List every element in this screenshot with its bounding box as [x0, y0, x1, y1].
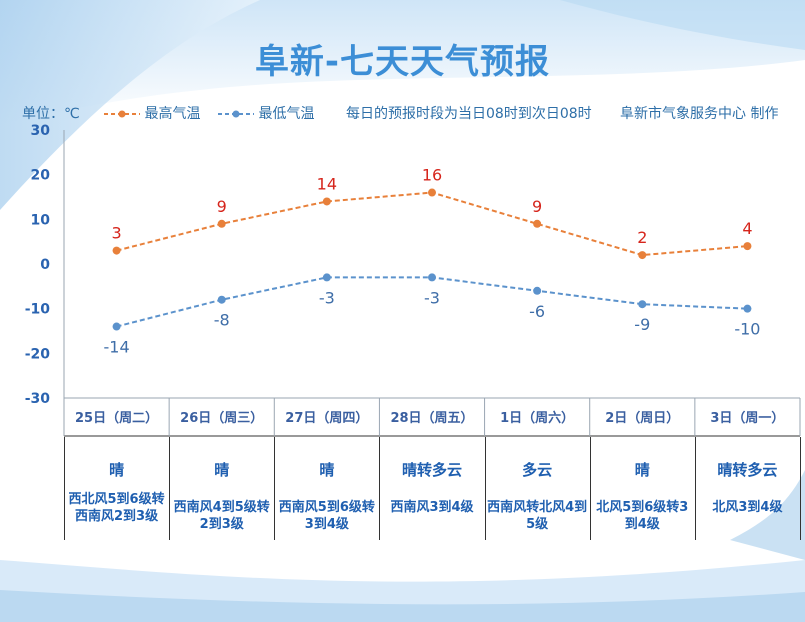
weather-cell: 晴北风5到6级转3到4级 — [590, 437, 695, 540]
high-temp-label: 2 — [637, 228, 647, 247]
weather-cell: 晴西南风5到6级转3到4级 — [274, 437, 379, 540]
forecast-period-note: 每日的预报时段为当日08时到次日08时 — [346, 106, 592, 122]
table-column-divider — [169, 437, 171, 540]
x-tick-label: 2日（周日） — [605, 410, 679, 426]
weather-cell: 晴西北风5到6级转西南风2到3级 — [64, 437, 169, 540]
legend-low-label: 最低气温 — [258, 106, 315, 122]
table-column-divider — [379, 437, 381, 540]
low-temp-label: -3 — [319, 288, 335, 307]
high-temp-label: 4 — [742, 219, 752, 238]
high-temp-label: 14 — [317, 174, 337, 193]
y-tick-label: 30 — [31, 123, 51, 139]
low-temp-point — [112, 322, 121, 331]
page-title: 阜新-七天天气预报 — [254, 42, 551, 82]
low-temp-label: -10 — [734, 320, 760, 339]
y-tick-label: 0 — [40, 257, 50, 273]
weather-condition: 晴 — [634, 461, 650, 479]
wind-forecast: 西南风4到5级转2到3级 — [173, 500, 270, 532]
legend-high-marker — [104, 110, 140, 118]
legend-low-marker — [218, 110, 254, 118]
legend-high: 最高气温 — [104, 103, 200, 123]
weather-cell: 晴转多云北风3到4级 — [695, 437, 800, 540]
wind-forecast: 西南风5到6级转3到4级 — [278, 500, 375, 532]
weather-condition: 晴 — [319, 461, 335, 479]
low-temp-point — [743, 304, 752, 313]
low-temp-label: -9 — [634, 315, 650, 334]
low-temp-point — [533, 286, 542, 295]
x-tick-label: 28日（周五） — [390, 410, 473, 426]
high-temp-point — [217, 219, 226, 228]
y-tick-label: -30 — [25, 391, 51, 407]
low-temp-point — [638, 300, 647, 309]
weather-condition: 晴 — [109, 461, 125, 479]
low-temp-label: -6 — [529, 302, 545, 321]
table-column-divider — [64, 437, 65, 540]
y-tick-label: 20 — [31, 168, 51, 184]
weather-condition: 晴转多云 — [717, 461, 778, 479]
table-column-divider — [274, 437, 276, 540]
low-temp-point — [217, 295, 226, 304]
wind-forecast: 北风3到4级 — [712, 500, 783, 515]
high-temp-point — [322, 197, 331, 206]
legend-low: 最低气温 — [218, 103, 314, 123]
high-temp-point — [112, 246, 121, 255]
low-temp-label: -8 — [214, 311, 230, 330]
x-tick-label: 3日（周一） — [710, 410, 784, 426]
wind-forecast: 西北风5到6级转西南风2到3级 — [68, 492, 165, 524]
high-temp-label: 3 — [111, 224, 121, 243]
low-temp-label: -14 — [104, 338, 130, 357]
low-temp-point — [322, 273, 331, 282]
table-column-divider — [694, 437, 696, 540]
high-temp-point — [533, 219, 542, 228]
high-temp-point — [743, 242, 752, 251]
high-temp-line — [116, 191, 748, 257]
x-tick-label: 1日（周六） — [500, 410, 574, 426]
y-tick-label: -10 — [25, 302, 51, 318]
legend-high-label: 最高气温 — [144, 106, 201, 122]
table-column-divider — [800, 437, 801, 540]
wind-forecast: 西南风转北风4到5级 — [487, 500, 588, 532]
source-credit: 阜新市气象服务中心 制作 — [620, 106, 779, 122]
wind-forecast: 西南风3到4级 — [390, 500, 474, 515]
weather-condition: 晴 — [214, 461, 230, 479]
low-temp-label: -3 — [424, 288, 440, 307]
weather-condition: 晴转多云 — [401, 461, 462, 479]
wind-forecast: 北风5到6级转3到4级 — [596, 500, 689, 532]
low-temp-point — [428, 273, 436, 282]
legend: 单位：℃ 最高气温 最低气温 每日的预报时段为当日08时到次日08时 阜新市气象… — [0, 100, 805, 124]
high-temp-label: 9 — [217, 197, 227, 216]
y-tick-label: 10 — [31, 212, 51, 228]
table-column-divider — [589, 437, 591, 540]
high-temp-label: 16 — [422, 166, 442, 185]
high-temp-point — [428, 188, 436, 197]
weather-cell: 晴转多云西南风3到4级 — [379, 437, 484, 540]
weather-cell: 多云西南风转北风4到5级 — [485, 437, 590, 540]
table-column-divider — [484, 437, 486, 540]
high-temp-label: 9 — [532, 197, 542, 216]
x-tick-label: 25日（周二） — [75, 410, 158, 426]
weather-condition: 多云 — [522, 461, 553, 479]
high-temp-point — [638, 251, 647, 260]
y-tick-label: -20 — [25, 346, 51, 362]
x-tick-label: 27日（周四） — [285, 410, 368, 426]
x-tick-label: 26日（周三） — [180, 410, 263, 426]
weather-cell: 晴西南风4到5级转2到3级 — [169, 437, 274, 540]
unit-label: 单位：℃ — [22, 106, 80, 122]
